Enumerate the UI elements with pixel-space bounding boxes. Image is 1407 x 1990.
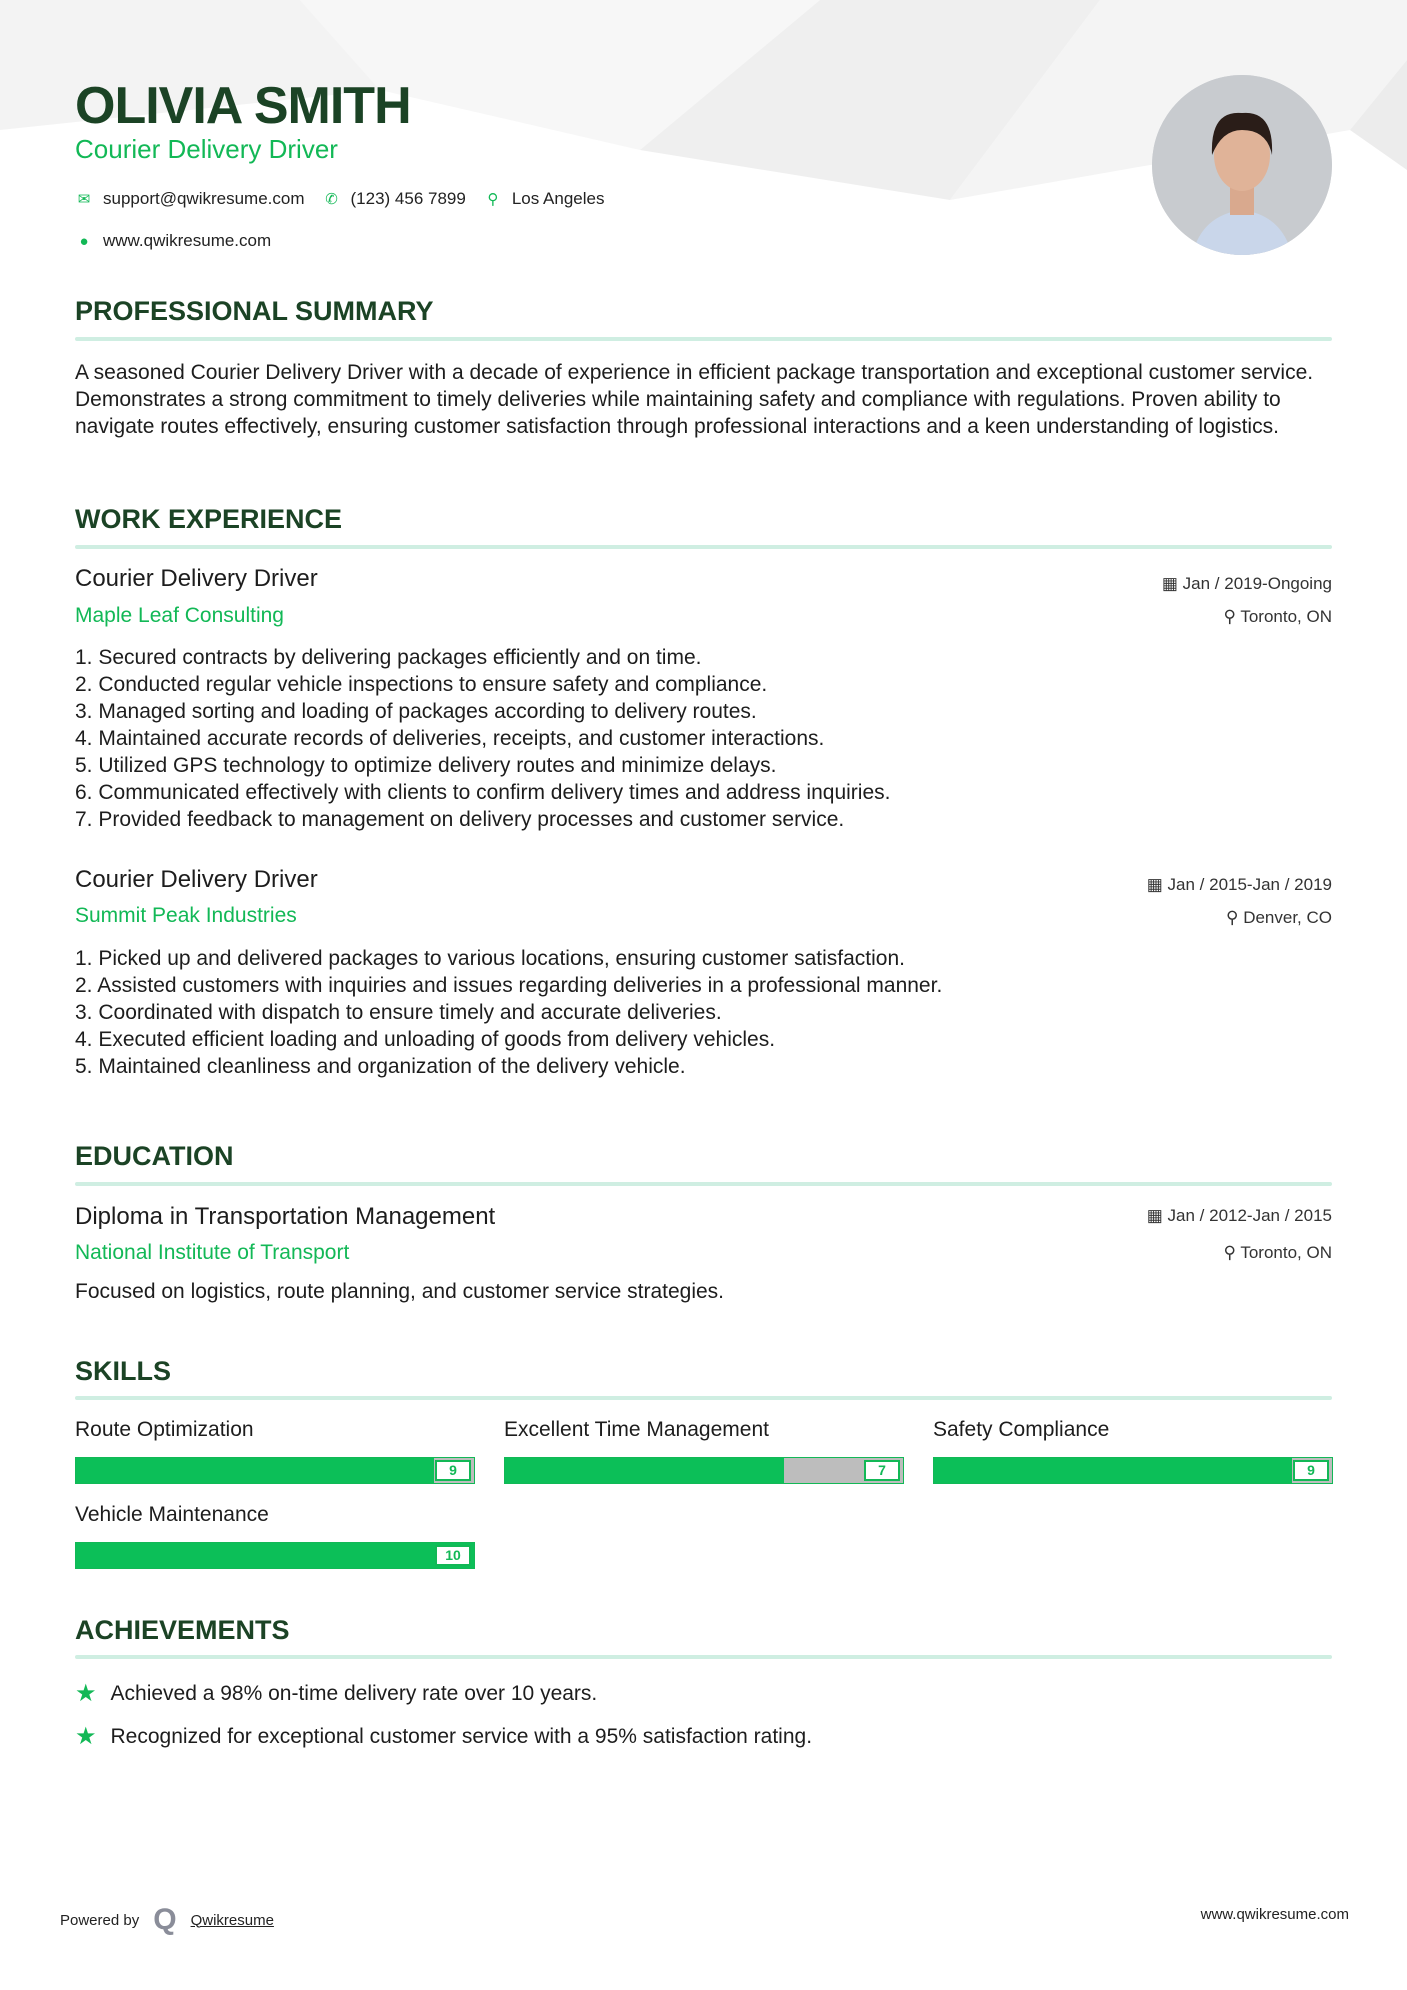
skills-heading: SKILLS [75, 1356, 172, 1386]
list-item: 1. Picked up and delivered packages to v… [75, 947, 905, 970]
achievement-text: Recognized for exceptional customer serv… [110, 1724, 813, 1748]
education-heading: EDUCATION [75, 1141, 234, 1171]
skill-bar-fill [76, 1458, 435, 1483]
email[interactable]: support@qwikresume.com [103, 189, 305, 208]
skill-bar-fill [505, 1458, 784, 1483]
footer-powered: Powered by Q Qwikresume [60, 1903, 274, 1937]
pin-icon: ⚲ [1226, 908, 1244, 927]
divider [75, 545, 1332, 549]
brand-link[interactable]: Qwikresume [190, 1911, 274, 1929]
achievements-heading: ACHIEVEMENTS [75, 1615, 290, 1645]
education-dates: ▦ Jan / 2012-Jan / 2015 [1147, 1206, 1332, 1226]
dates-text: Jan / 2019-Ongoing [1182, 574, 1332, 593]
list-item: 7. Provided feedback to management on de… [75, 808, 845, 831]
skill-bar: 9 [75, 1457, 475, 1484]
summary-heading: PROFESSIONAL SUMMARY [75, 296, 434, 326]
job-location: ⚲ Toronto, ON [1223, 607, 1332, 627]
pin-icon: ⚲ [1223, 1243, 1241, 1262]
skill-bar: 7 [504, 1457, 904, 1484]
location-text: Denver, CO [1243, 908, 1332, 927]
skill-level: 9 [1293, 1460, 1329, 1481]
divider [75, 337, 1332, 341]
list-item: 3. Coordinated with dispatch to ensure t… [75, 1001, 722, 1024]
calendar-icon: ▦ [1161, 574, 1183, 593]
achievement-item: ★ Recognized for exceptional customer ser… [75, 1722, 812, 1751]
skill-bar-fill [934, 1458, 1293, 1483]
dates-text: Jan / 2012-Jan / 2015 [1167, 1206, 1332, 1225]
skill-level: 10 [435, 1545, 471, 1566]
dates-text: Jan / 2015-Jan / 2019 [1167, 875, 1332, 894]
job-duties: 1. Secured contracts by delivering packa… [75, 644, 890, 833]
footer-website[interactable]: www.qwikresume.com [1200, 1906, 1349, 1923]
skill-name: Safety Compliance [933, 1418, 1110, 1441]
education-location: ⚲ Toronto, ON [1223, 1243, 1332, 1263]
job-duties: 1. Picked up and delivered packages to v… [75, 945, 942, 1080]
website-row: ● www.qwikresume.com [75, 231, 271, 251]
skill-name: Vehicle Maintenance [75, 1503, 269, 1526]
qwikresume-logo-icon: Q [153, 1903, 177, 1936]
skill-name: Route Optimization [75, 1418, 254, 1441]
experience-heading: WORK EXPERIENCE [75, 504, 343, 534]
skill-bar: 9 [933, 1457, 1333, 1484]
phone: (123) 456 7899 [350, 189, 466, 208]
powered-by-label: Powered by [60, 1911, 140, 1929]
candidate-title: Courier Delivery Driver [75, 134, 338, 164]
candidate-name: OLIVIA SMITH [75, 77, 412, 135]
skill-bar: 10 [75, 1542, 475, 1569]
star-icon: ★ [75, 1723, 97, 1750]
job-location: ⚲ Denver, CO [1226, 908, 1332, 928]
map-pin-icon: ⚲ [487, 191, 499, 208]
envelope-icon: ✉ [77, 191, 91, 208]
skill-level: 9 [435, 1460, 471, 1481]
job-dates: ▦ Jan / 2015-Jan / 2019 [1147, 875, 1332, 895]
divider [75, 1396, 1332, 1400]
divider [75, 1182, 1332, 1186]
contact-row: ✉ support@qwikresume.com ✆ (123) 456 789… [75, 189, 605, 209]
website[interactable]: www.qwikresume.com [103, 231, 272, 250]
globe-icon: ● [79, 232, 89, 250]
phone-icon: ✆ [325, 191, 338, 208]
skill-bar-fill [76, 1543, 474, 1568]
list-item: 5. Maintained cleanliness and organizati… [75, 1055, 686, 1078]
school: National Institute of Transport [75, 1241, 350, 1264]
pin-icon: ⚲ [1223, 607, 1241, 626]
skill-level: 7 [864, 1460, 900, 1481]
list-item: 2. Conducted regular vehicle inspections… [75, 673, 768, 696]
avatar [1152, 75, 1332, 255]
list-item: 3. Managed sorting and loading of packag… [75, 700, 757, 723]
calendar-icon: ▦ [1146, 875, 1168, 894]
calendar-icon: ▦ [1146, 1206, 1168, 1225]
skill-name: Excellent Time Management [504, 1418, 769, 1441]
job-company: Summit Peak Industries [75, 904, 297, 927]
job-dates: ▦ Jan / 2019-Ongoing [1162, 574, 1332, 594]
job-title: Courier Delivery Driver [75, 565, 318, 592]
star-icon: ★ [75, 1680, 97, 1707]
list-item: 2. Assisted customers with inquiries and… [75, 974, 943, 997]
summary-text: A seasoned Courier Delivery Driver with … [75, 361, 1314, 438]
location-text: Toronto, ON [1240, 1243, 1332, 1262]
achievement-item: ★ Achieved a 98% on-time delivery rate ov… [75, 1679, 597, 1708]
job-title: Courier Delivery Driver [75, 866, 318, 893]
location: Los Angeles [511, 189, 605, 208]
location-text: Toronto, ON [1240, 607, 1332, 626]
list-item: 4. Executed efficient loading and unload… [75, 1028, 776, 1051]
achievement-text: Achieved a 98% on-time delivery rate ove… [110, 1681, 598, 1705]
list-item: 4. Maintained accurate records of delive… [75, 727, 825, 750]
job-company: Maple Leaf Consulting [75, 604, 284, 627]
degree: Diploma in Transportation Management [75, 1203, 496, 1230]
education-description: Focused on logistics, route planning, an… [75, 1280, 725, 1303]
list-item: 6. Communicated effectively with clients… [75, 781, 891, 804]
list-item: 5. Utilized GPS technology to optimize d… [75, 754, 777, 777]
list-item: 1. Secured contracts by delivering packa… [75, 646, 702, 669]
divider [75, 1655, 1332, 1659]
